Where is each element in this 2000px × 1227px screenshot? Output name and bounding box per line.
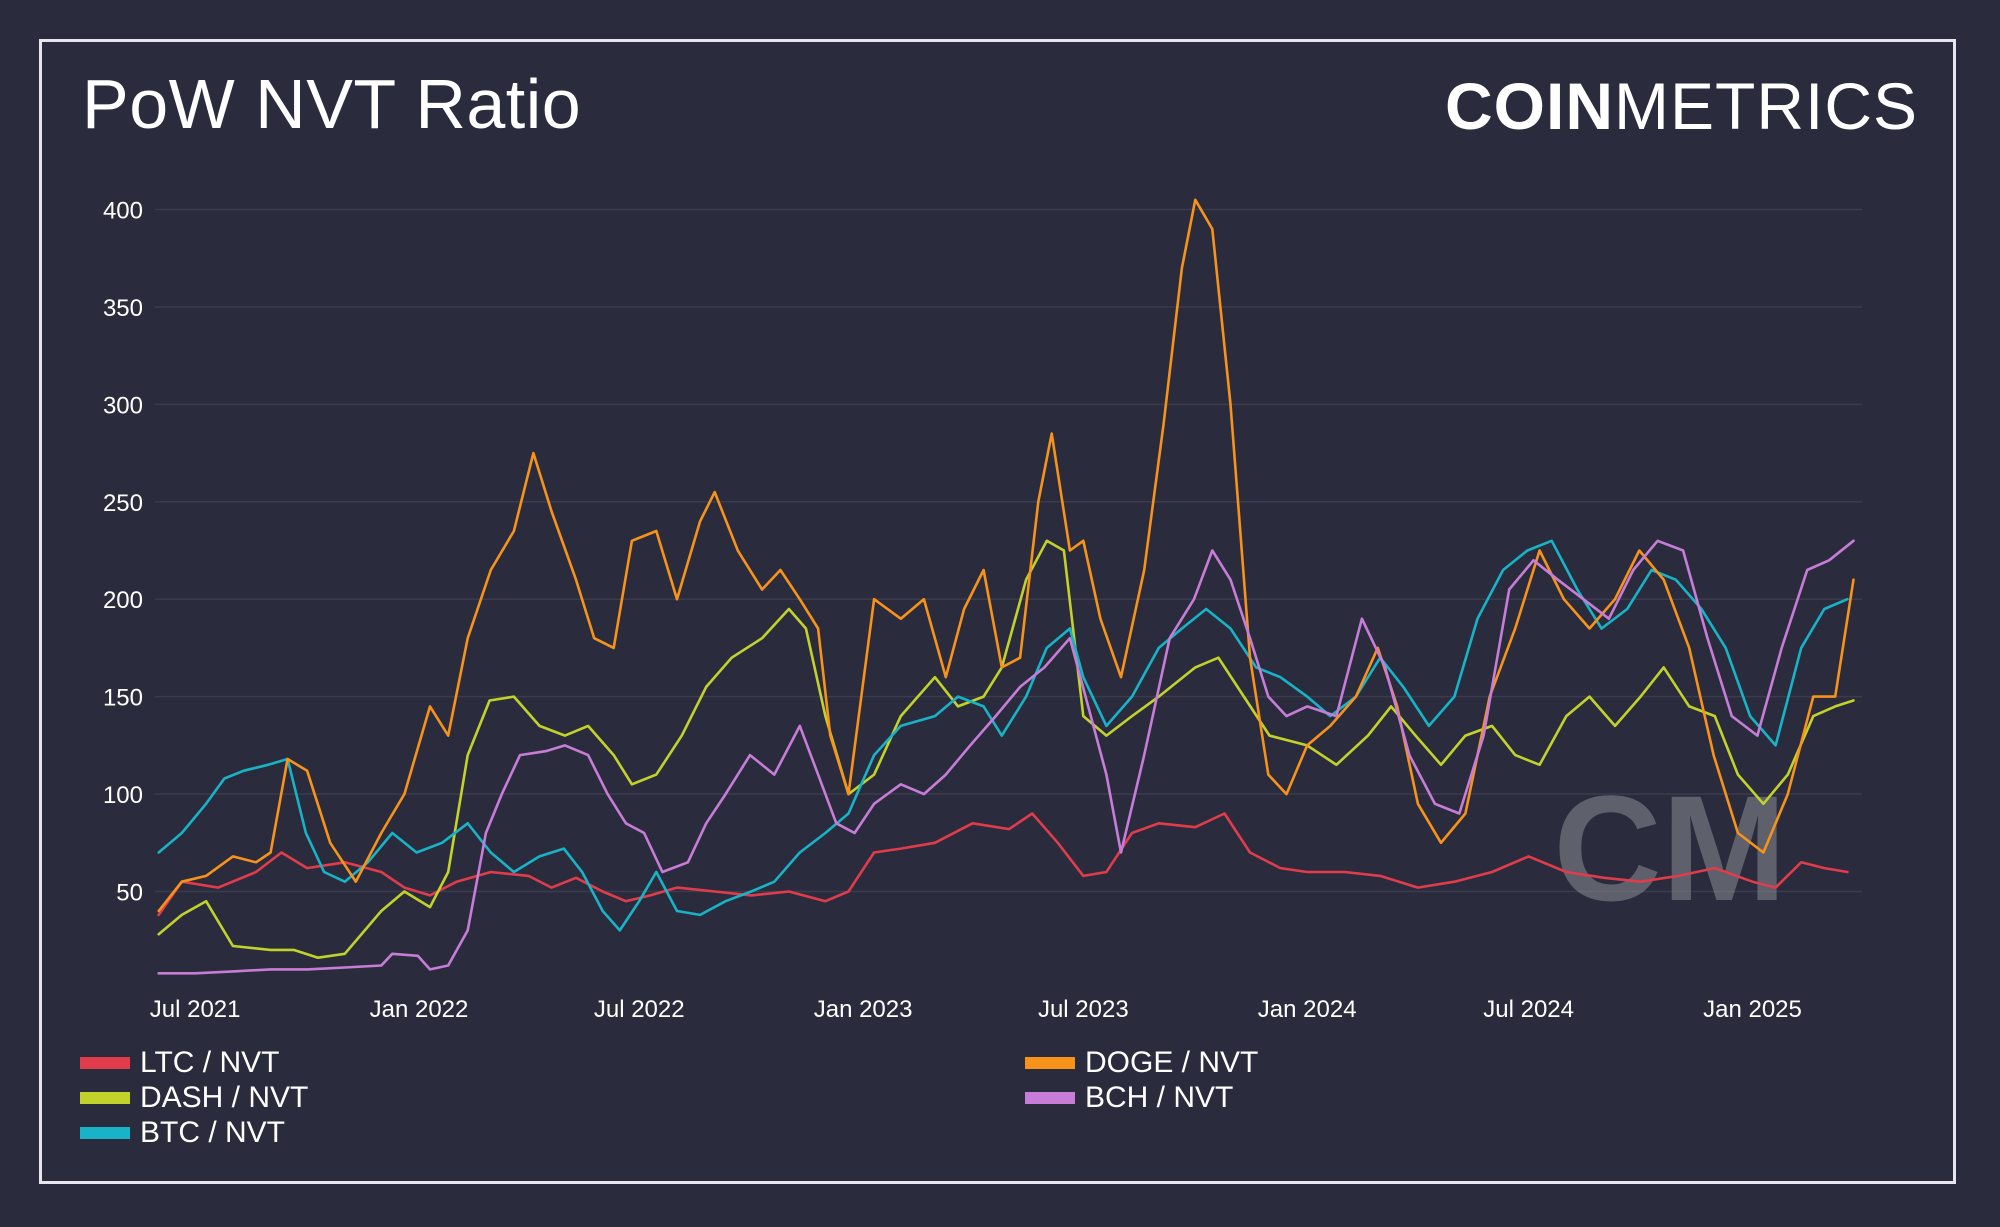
y-tick-label: 50 xyxy=(116,879,143,906)
x-tick-label: Jan 2023 xyxy=(814,996,913,1023)
legend-label: DASH / NVT xyxy=(140,1081,309,1114)
brand-logo-bold: COIN xyxy=(1445,69,1614,143)
y-tick-label: 350 xyxy=(103,295,143,322)
legend-item-bch: BCH / NVT xyxy=(1025,1081,1233,1115)
legend-label: BCH / NVT xyxy=(1085,1081,1234,1114)
x-tick-label: Jul 2022 xyxy=(594,996,685,1023)
y-tick-label: 150 xyxy=(103,685,143,712)
legend-swatch xyxy=(80,1127,130,1139)
y-tick-label: 400 xyxy=(103,198,143,225)
y-tick-label: 300 xyxy=(103,392,143,419)
legend-item-ltc: LTC / NVT xyxy=(80,1046,279,1080)
x-tick-label: Jan 2022 xyxy=(370,996,469,1023)
legend-item-btc: BTC / NVT xyxy=(80,1116,285,1150)
y-tick-label: 100 xyxy=(103,782,143,809)
chart-title: PoW NVT Ratio xyxy=(82,65,582,143)
watermark: CM xyxy=(1553,764,1786,932)
series-line-bch xyxy=(157,539,1855,975)
brand-logo: COINMETRICS xyxy=(1445,68,1918,144)
legend-swatch xyxy=(80,1092,130,1104)
x-tick-label: Jul 2021 xyxy=(150,996,241,1023)
legend-swatch xyxy=(1025,1092,1075,1104)
legend-item-doge: DOGE / NVT xyxy=(1025,1046,1258,1080)
series-line-ltc xyxy=(157,812,1849,917)
series-line-btc xyxy=(157,539,1849,932)
legend-swatch xyxy=(80,1057,130,1069)
chart-frame xyxy=(39,39,1956,1184)
legend-label: BTC / NVT xyxy=(140,1116,286,1149)
x-axis-ticks: Jul 2021 Jan 2022 Jul 2022 Jan 2023 Jul 2023… xyxy=(150,996,1802,1023)
legend-item-dash: DASH / NVT xyxy=(80,1081,308,1115)
y-axis-ticks: 50 100 150 200 250 300 350 400 xyxy=(103,198,143,907)
legend-label: DOGE / NVT xyxy=(1085,1046,1259,1079)
x-tick-label: Jul 2024 xyxy=(1483,996,1574,1023)
y-tick-label: 200 xyxy=(103,587,143,614)
series-line-doge xyxy=(157,198,1855,913)
legend-label: LTC / NVT xyxy=(140,1046,280,1079)
y-tick-label: 250 xyxy=(103,490,143,517)
legend-swatch xyxy=(1025,1057,1075,1069)
brand-logo-light: METRICS xyxy=(1614,69,1918,143)
x-tick-label: Jul 2023 xyxy=(1038,996,1129,1023)
series-lines xyxy=(157,198,1855,975)
x-tick-label: Jan 2025 xyxy=(1703,996,1802,1023)
x-tick-label: Jan 2024 xyxy=(1258,996,1357,1023)
grid-lines xyxy=(155,208,1862,893)
